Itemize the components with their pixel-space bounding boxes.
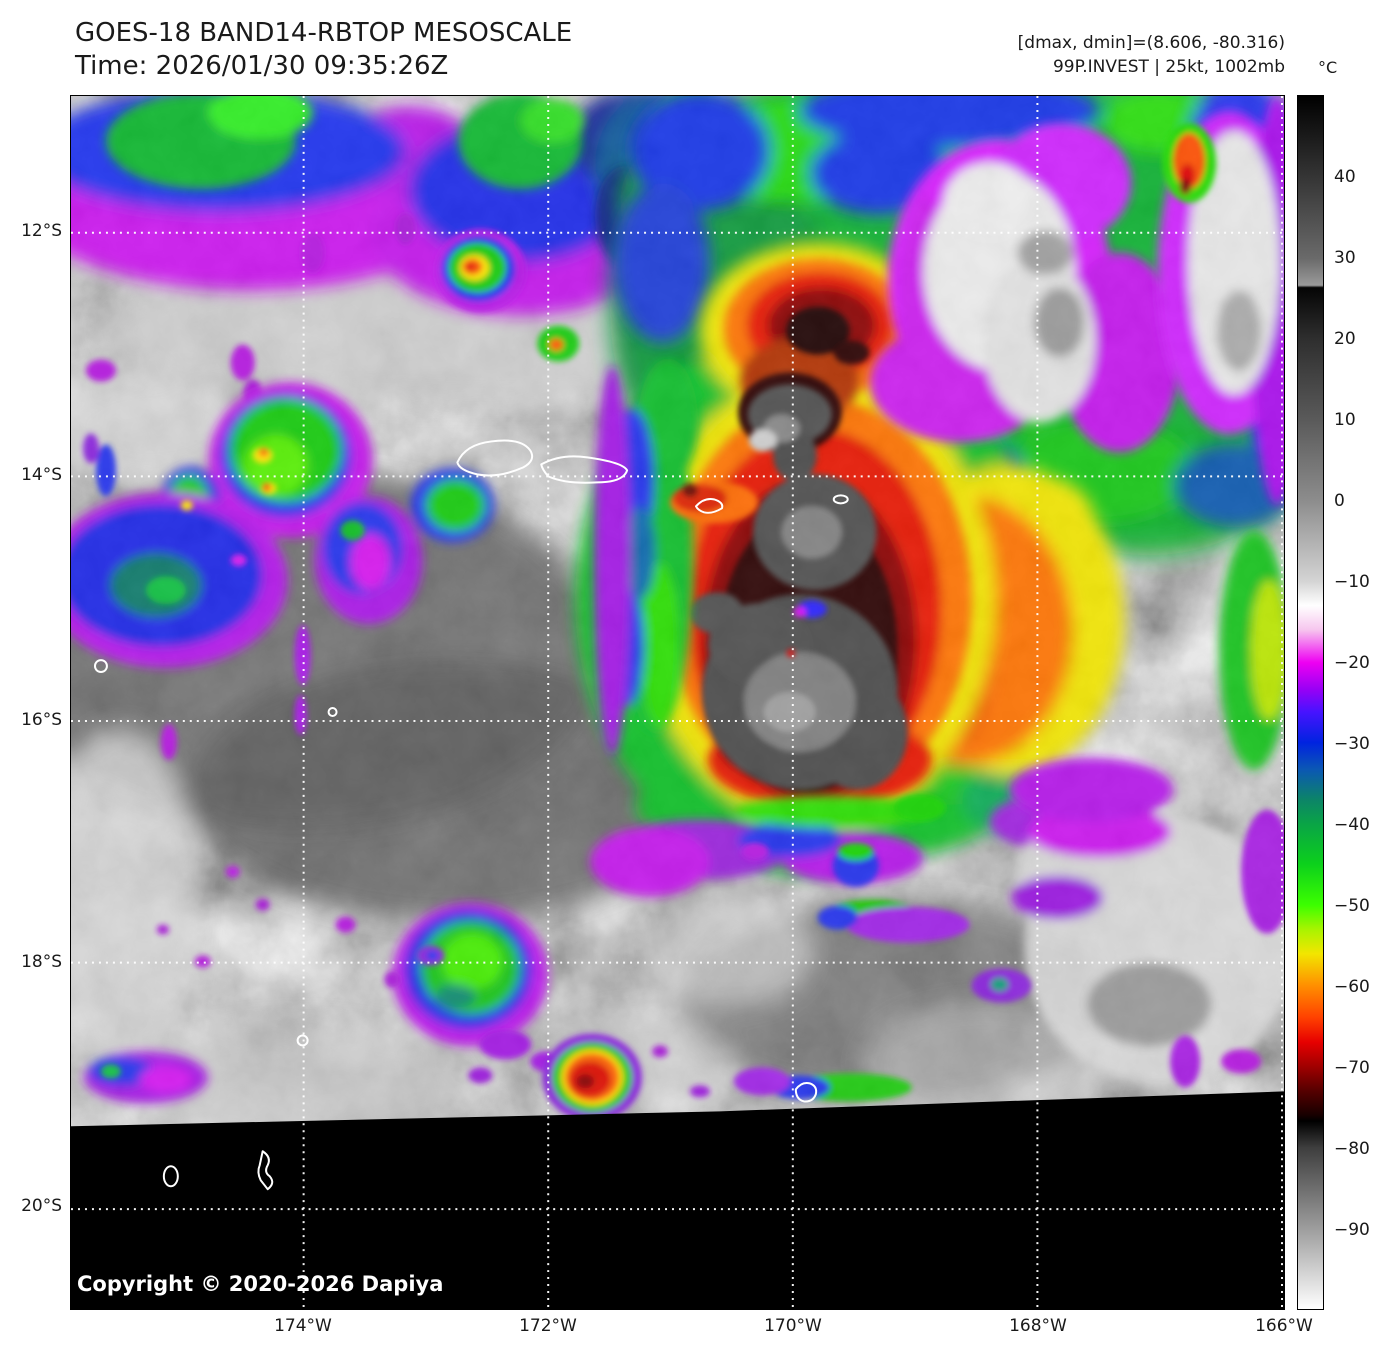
colorbar-tick: 30 <box>1334 248 1356 268</box>
colorbar-gradient <box>1297 95 1324 1310</box>
colorbar-tick: 0 <box>1334 491 1345 511</box>
colorbar-tick: −30 <box>1334 734 1370 754</box>
colorbar-tick: 20 <box>1334 329 1356 349</box>
colorbar-tick: −40 <box>1334 815 1370 835</box>
colorbar-tick: −80 <box>1334 1139 1370 1159</box>
lon-tick-label: 174°W <box>274 1316 332 1336</box>
colorbar-tick: −90 <box>1334 1220 1370 1240</box>
colorbar-tick: −50 <box>1334 896 1370 916</box>
lon-tick-label: 172°W <box>519 1316 577 1336</box>
no-data-region <box>71 1091 1284 1309</box>
colorbar-tick: −60 <box>1334 977 1370 997</box>
lat-tick-label: 18°S <box>21 952 62 972</box>
satellite-ir-image <box>71 96 1284 1309</box>
lat-tick-label: 20°S <box>21 1196 62 1216</box>
lat-tick-label: 12°S <box>21 221 62 241</box>
lat-tick-label: 16°S <box>21 710 62 730</box>
colorbar-tick: 40 <box>1334 167 1356 187</box>
lat-tick-label: 14°S <box>21 465 62 485</box>
page-title: GOES-18 BAND14-RBTOP MESOSCALE <box>75 18 573 48</box>
colorbar-unit-label: °C <box>1318 58 1338 77</box>
colorbar-tick: −10 <box>1334 572 1370 592</box>
copyright-label: Copyright © 2020-2026 Dapiya <box>77 1272 444 1296</box>
colorbar-tick: −20 <box>1334 653 1370 673</box>
satellite-map-frame <box>70 95 1285 1310</box>
lon-tick-label: 170°W <box>764 1316 822 1336</box>
colorbar-tick: −70 <box>1334 1058 1370 1078</box>
invest-annotation: 99P.INVEST | 25kt, 1002mb <box>1052 57 1285 77</box>
timestamp-label: Time: 2026/01/30 09:35:26Z <box>75 51 449 81</box>
lon-tick-label: 168°W <box>1009 1316 1067 1336</box>
dmax-dmin-annotation: [dmax, dmin]=(8.606, -80.316) <box>1017 33 1285 53</box>
lon-tick-label: 166°W <box>1255 1316 1313 1336</box>
colorbar-tick: 10 <box>1334 410 1356 430</box>
